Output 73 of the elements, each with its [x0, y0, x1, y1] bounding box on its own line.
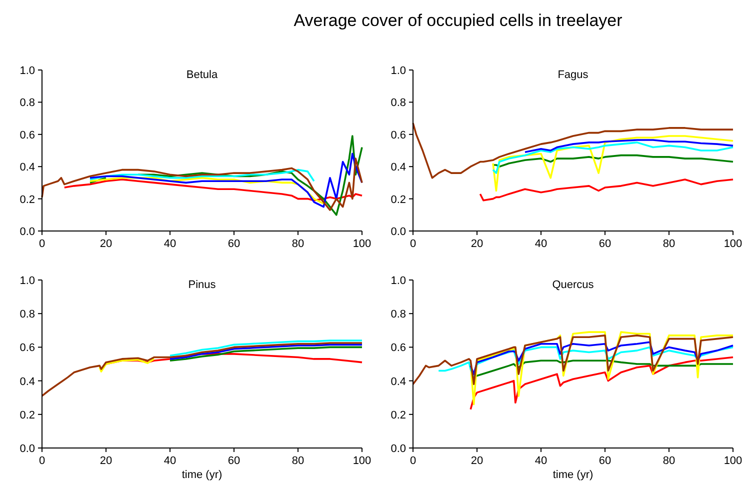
x-tick-label: 0 [38, 238, 46, 250]
x-tick-label: 100 [724, 238, 742, 250]
y-tick-label: 0.6 [20, 129, 35, 142]
y-tick-label: 0.0 [390, 226, 406, 238]
y-tick-label: 1.0 [20, 65, 35, 77]
y-tick-label: 0.2 [20, 409, 35, 422]
line-series [412, 334, 734, 386]
y-tick-label: 0.0 [20, 226, 35, 238]
line-series [470, 341, 734, 375]
x-tick-label: 20 [470, 455, 484, 467]
y-tick-label: 0.8 [390, 97, 406, 110]
y-tick-label: 0.0 [390, 443, 406, 455]
y-tick-label: 0.8 [390, 308, 406, 321]
y-tick-label: 0.6 [20, 342, 35, 354]
y-tick-label: 0.4 [20, 376, 35, 388]
line-series [41, 342, 363, 397]
x-tick-label: 80 [662, 238, 676, 250]
y-tick-label: 0.4 [390, 376, 406, 388]
line-series [98, 358, 155, 372]
x-tick-label: 80 [292, 455, 304, 467]
y-tick-label: 0.2 [390, 194, 406, 206]
line-series [89, 152, 363, 208]
y-tick-label: 0.8 [20, 308, 35, 321]
line-series [169, 340, 363, 356]
chart-title: Betula [186, 69, 218, 81]
line-series [492, 142, 734, 174]
y-tick-label: 0.2 [390, 409, 406, 422]
x-tick-label: 40 [534, 238, 548, 250]
chart-title: Fagus [558, 69, 589, 81]
y-tick-label: 0.2 [20, 194, 35, 206]
line-series [89, 176, 324, 205]
line-series [64, 178, 363, 202]
x-tick-label: 100 [352, 455, 372, 467]
x-tick-label: 40 [164, 455, 176, 467]
y-tick-label: 0.8 [20, 97, 35, 110]
x-tick-label: 0 [410, 238, 416, 250]
x-tick-label: 0 [38, 455, 46, 467]
x-tick-label: 60 [228, 455, 240, 467]
y-tick-label: 0.6 [390, 342, 406, 354]
x-tick-label: 20 [100, 238, 112, 250]
y-tick-label: 1.0 [390, 65, 406, 77]
line-series [524, 139, 734, 154]
x-tick-label: 0 [410, 455, 416, 467]
y-tick-label: 1.0 [20, 275, 35, 287]
chart-title: Pinus [188, 279, 216, 291]
x-tick-label: 60 [598, 238, 612, 250]
line-series [89, 168, 315, 182]
line-series [492, 135, 734, 192]
x-axis-title: time (yr) [182, 469, 222, 481]
line-series [470, 356, 734, 410]
line-series [492, 154, 734, 168]
x-tick-label: 60 [598, 455, 612, 467]
line-series [41, 158, 363, 211]
y-tick-label: 0.0 [20, 443, 35, 455]
x-tick-label: 20 [100, 455, 112, 467]
line-series [479, 178, 734, 202]
y-tick-label: 1.0 [390, 275, 406, 287]
y-tick-label: 0.4 [20, 162, 35, 174]
x-tick-label: 80 [292, 238, 304, 250]
x-tick-label: 100 [724, 455, 742, 467]
x-tick-label: 40 [164, 238, 176, 250]
x-tick-label: 40 [534, 455, 548, 467]
y-tick-label: 0.4 [390, 162, 406, 174]
x-tick-label: 100 [352, 238, 372, 250]
x-tick-label: 60 [228, 238, 240, 250]
chart-title: Quercus [552, 279, 594, 291]
x-tick-label: 80 [662, 455, 676, 467]
text: Average cover of occupied cells in treelayer [294, 11, 623, 30]
line-series [412, 122, 734, 179]
y-tick-label: 0.6 [390, 129, 406, 142]
x-axis-title: time (yr) [552, 469, 594, 481]
x-tick-label: 20 [470, 238, 484, 250]
line-series [438, 346, 734, 377]
